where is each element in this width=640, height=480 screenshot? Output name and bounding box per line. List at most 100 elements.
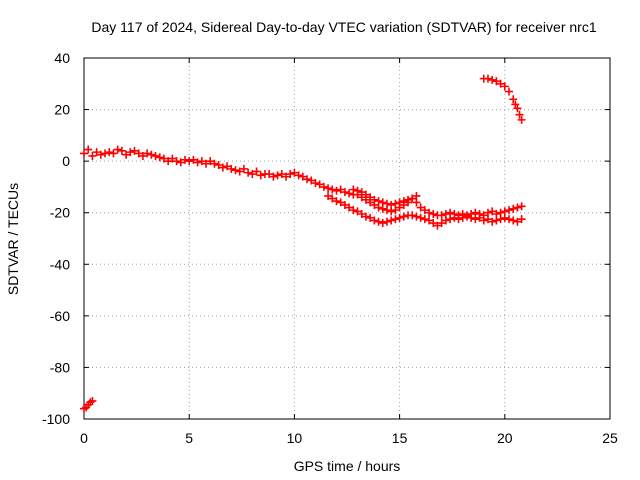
y-tick-label: -60 <box>50 308 70 324</box>
data-point <box>471 215 480 224</box>
data-point <box>303 175 312 184</box>
data-point <box>155 153 164 162</box>
data-point <box>492 216 501 225</box>
data-point <box>475 213 484 222</box>
data-point <box>509 95 518 104</box>
data-point <box>147 150 156 159</box>
data-point <box>366 193 375 202</box>
data-point <box>180 155 189 164</box>
data-point <box>105 148 114 157</box>
data-point <box>391 199 400 208</box>
data-point <box>429 210 438 219</box>
data-point <box>88 151 97 160</box>
data-point <box>126 148 135 157</box>
data-point <box>349 206 358 215</box>
x-tick-label: 15 <box>392 430 408 446</box>
data-point <box>483 74 492 83</box>
data-point <box>151 151 160 160</box>
data-point <box>378 198 387 207</box>
data-point <box>185 157 194 166</box>
data-point <box>408 211 417 220</box>
data-point <box>450 213 459 222</box>
data-point <box>117 146 126 155</box>
data-point <box>357 210 366 219</box>
data-point <box>437 211 446 220</box>
data-point <box>433 221 442 230</box>
data-point <box>193 158 202 167</box>
data-point <box>505 206 514 215</box>
data-point <box>483 215 492 224</box>
data-point <box>324 191 333 200</box>
data-point <box>387 200 396 209</box>
data-point <box>361 212 370 221</box>
data-point <box>370 195 379 204</box>
data-point <box>479 216 488 225</box>
data-point <box>500 82 509 91</box>
data-point <box>488 207 497 216</box>
data-point <box>517 115 526 124</box>
data-point <box>374 217 383 226</box>
data-point <box>290 168 299 177</box>
axis-ticks: 0 5 10 15 20 25 -100 -80 -60 -40 -20 0 20 40 <box>42 50 618 446</box>
data-point <box>488 217 497 226</box>
data-point <box>505 87 514 96</box>
data-point <box>286 170 295 179</box>
data-point <box>88 396 97 405</box>
data-point <box>92 148 101 157</box>
data-point <box>446 215 455 224</box>
data-point <box>437 219 446 228</box>
data-point <box>412 212 421 221</box>
data-point <box>505 215 514 224</box>
data-point <box>109 149 118 158</box>
x-tick-label: 5 <box>185 430 193 446</box>
data-point <box>332 197 341 206</box>
data-point <box>214 161 223 170</box>
data-points <box>80 74 526 413</box>
data-point <box>340 200 349 209</box>
data-point <box>101 149 110 158</box>
data-point <box>399 197 408 206</box>
data-point <box>134 149 143 158</box>
data-point <box>210 159 219 168</box>
data-point <box>311 179 320 188</box>
series-main-trace <box>80 145 526 220</box>
data-point <box>496 215 505 224</box>
y-tick-label: -40 <box>50 256 70 272</box>
data-point <box>281 172 290 181</box>
data-point <box>122 150 131 159</box>
data-point <box>515 110 524 119</box>
data-point <box>256 171 265 180</box>
data-point <box>509 204 518 213</box>
y-tick-label: 40 <box>54 50 70 66</box>
y-tick-label: -100 <box>42 411 70 427</box>
data-point <box>235 167 244 176</box>
data-point <box>206 157 215 166</box>
data-point <box>189 155 198 164</box>
data-point <box>202 159 211 168</box>
data-point <box>328 185 337 194</box>
data-point <box>244 168 253 177</box>
data-point <box>412 191 421 200</box>
data-point <box>168 154 177 163</box>
data-point <box>404 195 413 204</box>
data-point <box>513 203 522 212</box>
data-point <box>130 146 139 155</box>
series-late-arc <box>479 74 526 124</box>
data-point <box>328 194 337 203</box>
data-point <box>324 184 333 193</box>
data-point <box>96 150 105 159</box>
data-point <box>416 203 425 212</box>
data-point <box>80 149 88 158</box>
grid <box>84 58 610 419</box>
data-point <box>252 167 261 176</box>
data-point <box>509 216 518 225</box>
data-point <box>513 104 522 113</box>
data-point <box>429 219 438 228</box>
x-axis-title: GPS time / hours <box>294 458 401 474</box>
y-tick-label: 0 <box>62 153 70 169</box>
series-upper-branch <box>349 185 421 209</box>
series-early-drop <box>80 396 97 413</box>
data-point <box>176 158 185 167</box>
data-point <box>366 213 375 222</box>
data-point <box>513 217 522 226</box>
